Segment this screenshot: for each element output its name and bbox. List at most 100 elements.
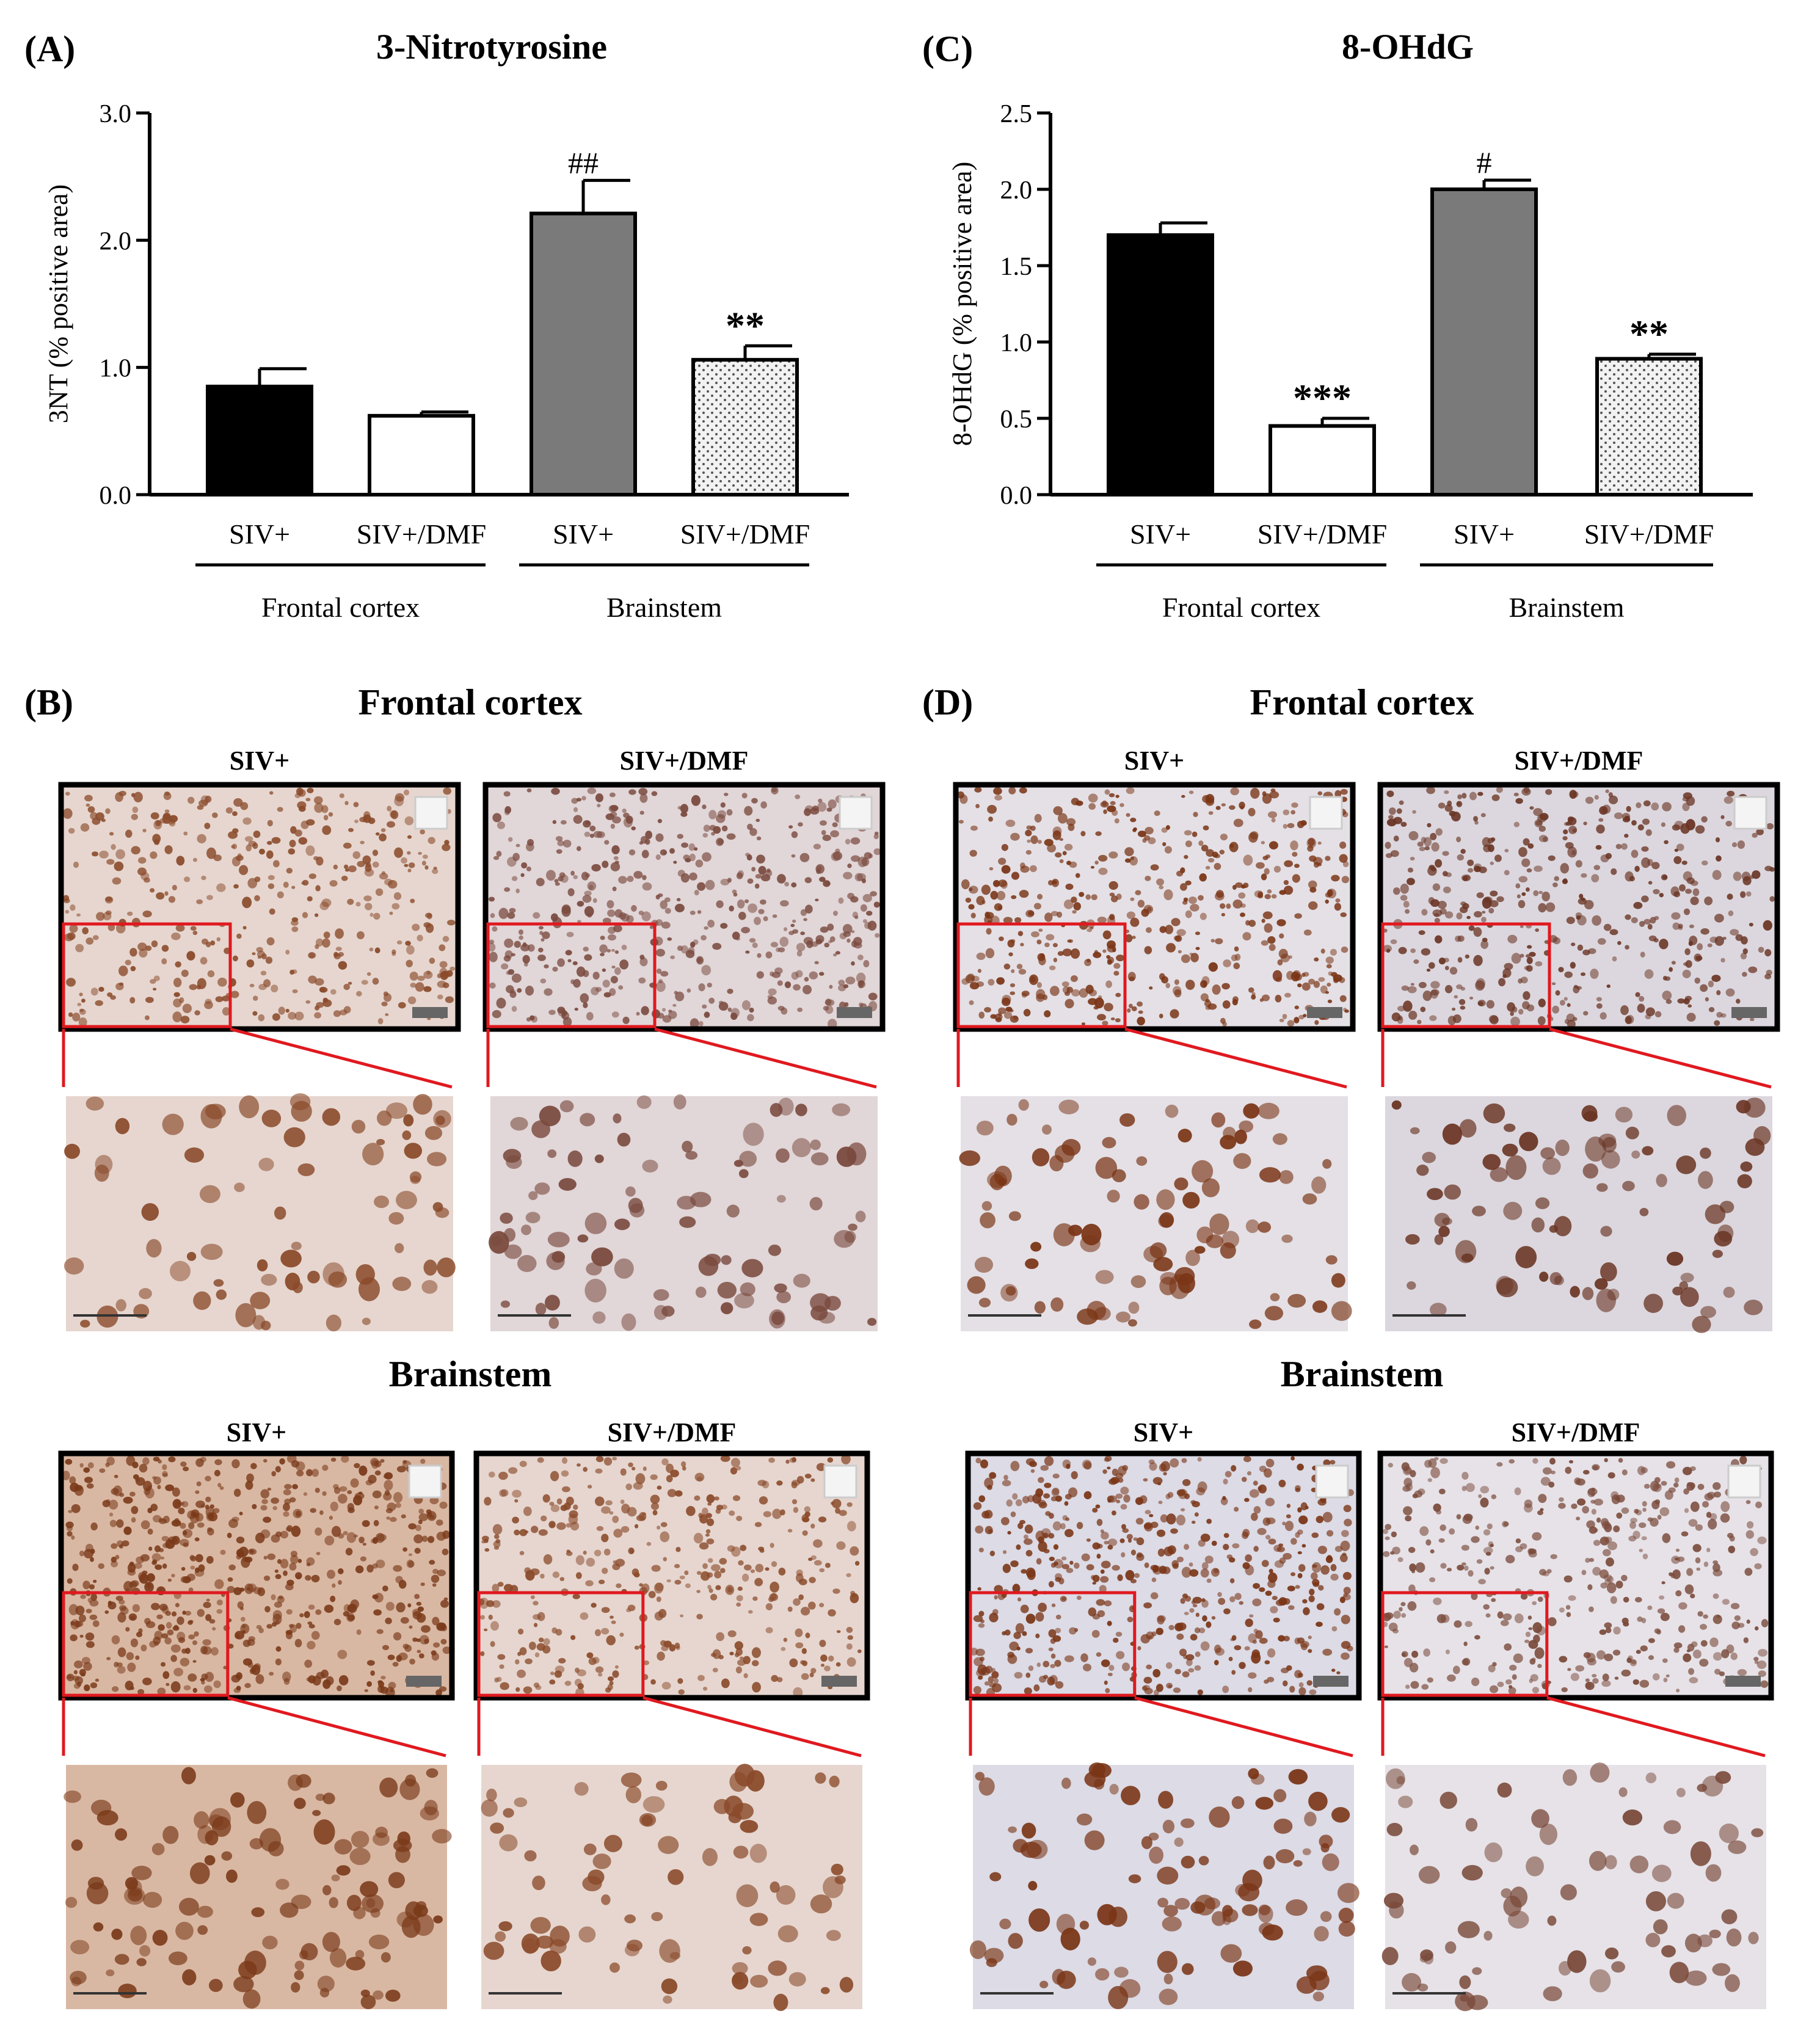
stained-cell (263, 1516, 272, 1523)
stained-cell (1049, 1155, 1064, 1172)
stained-cell (1403, 901, 1410, 908)
stained-cell (1737, 1669, 1747, 1676)
stained-cell (1709, 1929, 1721, 1938)
stained-cell (1715, 1771, 1731, 1784)
stained-cell (1291, 802, 1298, 808)
stained-cell (1162, 1916, 1182, 1932)
stained-cell (519, 1529, 528, 1537)
stained-cell (1066, 818, 1076, 826)
stained-cell (1182, 1671, 1190, 1678)
stained-cell (189, 984, 197, 991)
stained-cell (819, 972, 824, 976)
stained-cell (1269, 944, 1276, 951)
stained-cell (504, 938, 514, 948)
stained-cell (1265, 1458, 1275, 1467)
left-image-label: SIV+ (227, 1417, 286, 1447)
stained-cell (1727, 1533, 1734, 1538)
stained-cell (642, 1159, 658, 1173)
stained-cell (674, 1490, 683, 1497)
stained-cell (1766, 823, 1774, 830)
stained-cell (1060, 1522, 1066, 1530)
stained-cell (1163, 889, 1173, 901)
stained-cell (1456, 801, 1463, 807)
stained-cell (235, 1303, 257, 1328)
stained-cell (365, 864, 372, 872)
stained-cell (1232, 1543, 1240, 1549)
stained-cell (601, 1627, 610, 1635)
stained-cell (622, 808, 627, 813)
stained-cell (542, 1494, 550, 1503)
stained-cell (386, 821, 396, 828)
stained-cell (206, 1555, 214, 1564)
stained-cell (1467, 859, 1474, 867)
stained-cell (1608, 792, 1613, 798)
stained-cell (1473, 955, 1483, 966)
stained-cell (1057, 951, 1064, 956)
stained-cell (183, 831, 188, 836)
stained-cell (591, 864, 601, 872)
stained-cell (1676, 1788, 1686, 1797)
stained-cell (1165, 925, 1174, 934)
stained-cell (1631, 1659, 1637, 1665)
stained-cell (1108, 1665, 1115, 1671)
stained-cell (202, 1639, 211, 1646)
stained-cell (1253, 1480, 1258, 1486)
stained-cell (749, 1007, 754, 1013)
stained-cell (1390, 850, 1399, 857)
stained-cell (827, 1457, 834, 1463)
zoom-connector (1546, 1696, 1766, 1758)
stained-cell (1036, 939, 1042, 945)
stained-cell (233, 1687, 241, 1693)
stained-cell (1749, 923, 1753, 927)
stained-cell (1201, 845, 1209, 852)
stained-cell (1261, 873, 1267, 881)
stained-cell (717, 838, 724, 845)
stained-cell (446, 809, 451, 814)
stained-cell (408, 1523, 417, 1530)
stained-cell (1451, 811, 1461, 822)
stained-cell (802, 1660, 808, 1667)
y-tick-label: 1.0 (100, 355, 132, 383)
stained-cell (1088, 793, 1098, 803)
stained-cell (1469, 997, 1474, 1000)
stained-cell (980, 1212, 996, 1229)
stained-cell (1200, 1533, 1210, 1542)
stained-cell (1596, 824, 1605, 834)
right-image-label: SIV+/DMF (620, 746, 749, 776)
stained-cell (365, 903, 373, 911)
stained-cell (1405, 1684, 1410, 1689)
stained-cell (333, 1010, 341, 1017)
stained-cell (1248, 1687, 1253, 1693)
stained-cell (715, 1508, 721, 1514)
stained-cell (1672, 922, 1680, 930)
stained-cell (1195, 947, 1200, 950)
stained-cell (986, 928, 992, 935)
stained-cell (1194, 1627, 1201, 1634)
stained-cell (1264, 1306, 1284, 1321)
stained-cell (1043, 1549, 1050, 1554)
stained-cell (562, 840, 572, 848)
stained-cell (1593, 1498, 1603, 1506)
stained-cell (981, 884, 991, 895)
stained-cell (1171, 1560, 1179, 1568)
stained-cell (1611, 1961, 1625, 1973)
stained-cell (1010, 983, 1016, 987)
category-label: SIV+ (1130, 518, 1191, 550)
stained-cell (1222, 1686, 1229, 1693)
stained-cell (1025, 1613, 1036, 1624)
stained-cell (792, 1138, 811, 1157)
stained-cell (240, 802, 249, 810)
stained-cell (1268, 1572, 1278, 1583)
stained-cell (230, 1792, 245, 1808)
stained-cell (1287, 1293, 1306, 1308)
stained-cell (717, 1281, 737, 1299)
stained-cell (172, 884, 177, 890)
stained-cell (1011, 969, 1015, 973)
stained-cell (1529, 951, 1536, 957)
stained-cell (870, 891, 878, 896)
stained-cell (1741, 871, 1751, 881)
stained-cell (1195, 931, 1201, 936)
stained-cell (1052, 1521, 1061, 1531)
stained-cell (1485, 1613, 1491, 1618)
stained-cell (1075, 873, 1080, 878)
